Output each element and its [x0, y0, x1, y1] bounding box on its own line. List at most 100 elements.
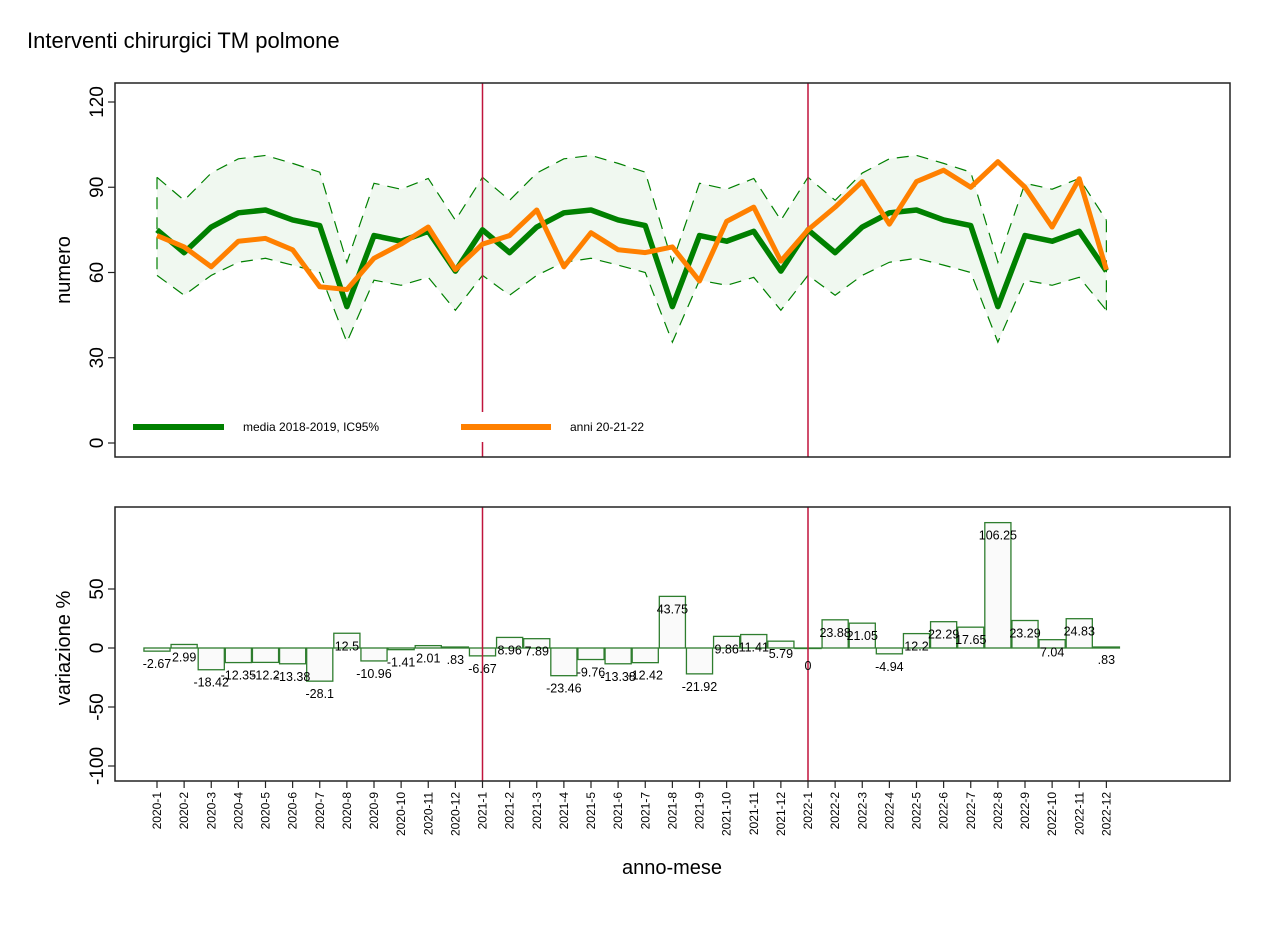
ytick-label-120: 120	[87, 86, 108, 118]
bar-label-2021-4: -23.46	[546, 682, 581, 696]
bar-label-2022-7: 17.65	[955, 633, 986, 647]
bar-label-2020-12: .83	[447, 653, 464, 667]
bar-label-2020-1: -2.67	[143, 657, 172, 671]
xtick-label-2020-6: 2020-6	[286, 792, 300, 830]
bar-label-2022-9: 23.29	[1009, 627, 1040, 641]
xtick-label-2020-12: 2020-12	[448, 792, 462, 836]
top-plot-frame	[114, 82, 1231, 458]
bar-label-2021-8: 43.75	[657, 602, 688, 616]
bar-label-2022-12: .83	[1098, 653, 1115, 667]
legend-label-years: anni 20-21-22	[570, 420, 644, 434]
xtick-label-2021-9: 2021-9	[693, 792, 707, 830]
bar-2022-3	[848, 622, 876, 649]
bar-label-2022-1: 0	[805, 659, 812, 673]
bar-2020-4	[224, 647, 253, 664]
xtick-label-2020-3: 2020-3	[204, 792, 218, 830]
xtick-label-2021-10: 2021-10	[720, 792, 734, 836]
xtick-label-2022-2: 2022-2	[828, 792, 842, 830]
xtick-label-2022-10: 2022-10	[1045, 792, 1059, 836]
xtick-label-2021-11: 2021-11	[747, 792, 761, 835]
bottom-y-axis-label: variazione %	[53, 591, 75, 706]
bar-label-2020-10: -1.41	[387, 656, 416, 670]
bar-label-2020-11: 2.01	[416, 652, 440, 666]
series-line-years	[156, 159, 1109, 293]
xtick-label-2022-9: 2022-9	[1018, 792, 1032, 830]
bar-label-2021-7: -12.42	[628, 669, 663, 683]
bar-2020-11	[414, 644, 442, 649]
bar-label-2021-10: 9.86	[714, 642, 738, 656]
ytick-bottom-label--100: -100	[87, 747, 108, 785]
xtick-label-2022-3: 2022-3	[855, 792, 869, 830]
bar-2020-7	[306, 647, 334, 682]
xtick-label-2021-3: 2021-3	[530, 792, 544, 830]
bar-label-2021-9: -21.92	[682, 680, 717, 694]
bar-2020-8	[333, 632, 361, 649]
bar-label-2021-3: 7.89	[525, 645, 549, 659]
xtick-label-2021-4: 2021-4	[557, 792, 571, 830]
bar-label-2021-5: -9.76	[577, 666, 606, 680]
bar-label-2021-6: -13.38	[600, 670, 635, 684]
ytick-bottom-label-0: 0	[87, 643, 108, 654]
bar-2022-10	[1038, 639, 1066, 649]
xtick-label-2020-10: 2020-10	[394, 792, 408, 836]
bar-2020-10	[387, 647, 415, 651]
bar-label-2020-4: -12.35	[221, 669, 256, 683]
bar-label-2021-12: 5.79	[769, 647, 793, 661]
bar-2020-9	[360, 647, 388, 662]
xtick-label-2021-5: 2021-5	[584, 792, 598, 830]
bar-2022-11	[1065, 618, 1093, 649]
legend: media 2018-2019, IC95% anni 20-21-22	[125, 412, 685, 442]
bar-label-2022-3: 21.05	[847, 629, 878, 643]
bar-2021-3	[523, 638, 551, 649]
bar-2022-5	[902, 632, 931, 649]
bar-2021-12	[767, 640, 795, 649]
ytick-label-90: 90	[87, 177, 108, 198]
xtick-label-2021-12: 2021-12	[774, 792, 788, 836]
top-y-axis-label: numero	[53, 236, 75, 304]
xtick-label-2022-4: 2022-4	[882, 792, 896, 830]
bar-label-2022-2: 23.88	[819, 626, 850, 640]
bar-label-2022-6: 22.29	[928, 628, 959, 642]
bar-label-2020-5: -12.2	[251, 668, 280, 682]
bar-2020-3	[197, 647, 225, 671]
bar-2020-1	[143, 647, 171, 652]
bar-label-2020-3: -18.42	[194, 676, 229, 690]
x-axis: 2020-1 2020-2 2020-3 2020-4 2020-5 2020-6 2020…	[150, 781, 1113, 836]
bar-label-2020-7: -28.1	[306, 687, 335, 701]
bars	[143, 521, 1121, 682]
bar-label-2020-2: 2.99	[172, 650, 196, 664]
bar-label-2022-5: 12.2	[904, 640, 928, 654]
bar-2021-6	[604, 647, 632, 665]
bar-2021-8	[658, 595, 687, 649]
bar-label-2021-1: -6.67	[468, 662, 497, 676]
xtick-label-2022-5: 2022-5	[910, 792, 924, 830]
top-panel: 0 30 60 90 120 numero media 2018-2019, IC95%…	[53, 82, 1231, 458]
ci-upper-line	[156, 154, 1107, 265]
bar-data-labels: -2.67 2.99 -18.42-12.35-12.2 -13.38 -28.1 12.…	[143, 529, 1115, 702]
xtick-label-2020-7: 2020-7	[313, 792, 327, 830]
xtick-label-2022-8: 2022-8	[991, 792, 1005, 830]
bar-2022-9	[1011, 619, 1039, 649]
bar-label-2022-11: 24.83	[1064, 625, 1095, 639]
bar-label-2020-9: -10.96	[356, 667, 391, 681]
bar-2022-2	[821, 619, 849, 649]
bar-2022-12	[1092, 646, 1121, 649]
bottom-y-axis: -100 -50 0 50	[87, 578, 115, 785]
xtick-label-2020-9: 2020-9	[367, 792, 381, 830]
bar-2022-8	[984, 521, 1012, 649]
bar-2021-2	[495, 636, 524, 649]
xtick-label-2020-11: 2020-11	[421, 792, 435, 835]
period-separators-bottom	[481, 507, 809, 781]
bar-2021-7	[631, 647, 659, 664]
bar-label-2020-8: 12.5	[335, 639, 359, 653]
xtick-label-2022-6: 2022-6	[937, 792, 951, 830]
series-line-mean	[155, 207, 1109, 310]
bar-label-2022-10: 7.04	[1040, 646, 1064, 660]
bar-2022-7	[957, 626, 985, 649]
bar-2020-6	[278, 647, 307, 665]
bar-2021-11	[740, 633, 768, 649]
bar-label-2021-11: 11.41	[739, 641, 769, 655]
bar-2021-10	[712, 635, 741, 649]
xtick-label-2020-8: 2020-8	[340, 792, 354, 830]
bottom-panel: -2.67 2.99 -18.42-12.35-12.2 -13.38 -28.1 12.…	[53, 506, 1231, 879]
